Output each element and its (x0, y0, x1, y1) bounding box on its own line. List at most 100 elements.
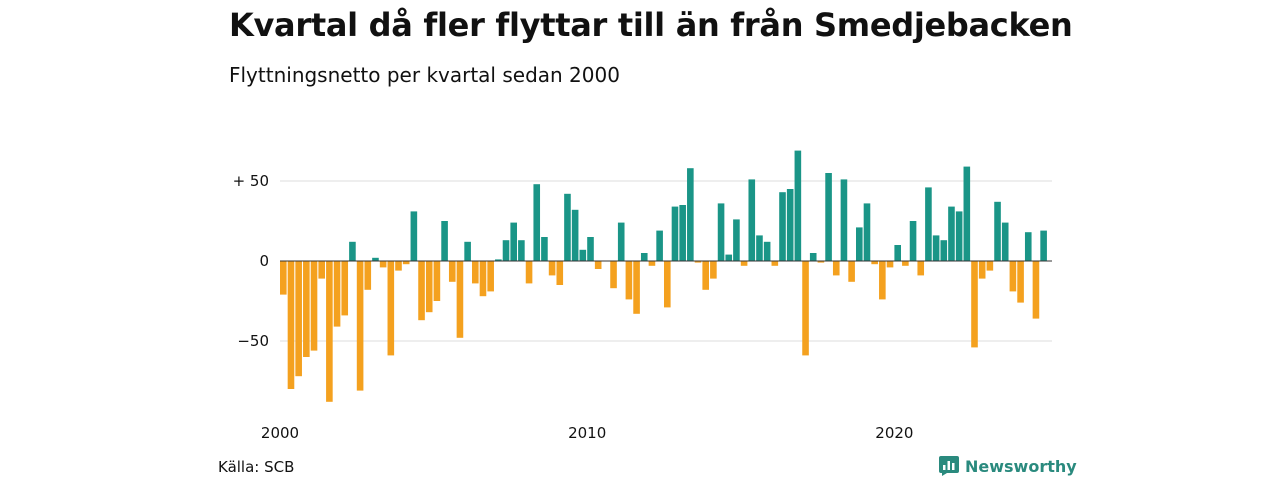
bar (740, 261, 748, 266)
bar (464, 241, 471, 261)
bar (525, 261, 533, 284)
bar (456, 261, 464, 338)
bar (840, 179, 848, 261)
bar (725, 254, 733, 261)
bar (441, 221, 448, 261)
bar (871, 261, 878, 265)
bar (280, 261, 287, 295)
bar (687, 168, 694, 261)
bar (879, 261, 886, 300)
bar (656, 230, 663, 261)
bar (410, 211, 418, 261)
bar (395, 261, 402, 271)
bar (541, 237, 548, 261)
x-tick-label: 2000 (261, 424, 299, 442)
bar (894, 245, 901, 261)
bar (794, 150, 802, 261)
bar (594, 261, 602, 269)
y-tick-label: 0 (259, 252, 269, 270)
bar (379, 261, 387, 268)
bar (1024, 232, 1032, 261)
bar (679, 205, 686, 261)
bar (925, 187, 932, 261)
bar (587, 237, 594, 261)
y-tick-label: + 50 (233, 172, 269, 190)
bar (387, 261, 395, 356)
bar (978, 261, 986, 279)
bar (556, 261, 564, 285)
bar (771, 261, 779, 266)
bar (902, 261, 909, 266)
bar (848, 261, 855, 282)
bar (579, 249, 587, 261)
bar (349, 241, 356, 261)
bar (1001, 222, 1009, 261)
bar (917, 261, 925, 276)
bar (571, 209, 579, 261)
bar (779, 192, 786, 261)
bar-chart: + 50 0 −50 2000 2010 2020 (233, 150, 1052, 442)
bar (617, 222, 625, 261)
bar (487, 261, 494, 292)
bar (994, 201, 1001, 261)
bar (1040, 230, 1047, 261)
bar (986, 261, 994, 271)
bar (433, 261, 441, 301)
bar (402, 261, 410, 265)
source-label: Källa: SCB (218, 458, 295, 476)
y-tick-label: −50 (237, 332, 269, 350)
bar (564, 193, 571, 261)
bar (694, 261, 702, 263)
bar (356, 261, 364, 391)
bar (326, 261, 333, 402)
bar (479, 261, 487, 297)
bar (809, 253, 817, 261)
chart-subtitle: Flyttningsnetto per kvartal sedan 2000 (229, 63, 620, 87)
bar (364, 261, 372, 290)
bar (748, 179, 756, 261)
bar (502, 240, 510, 261)
bar (425, 261, 433, 313)
bar (932, 235, 940, 261)
bar (955, 211, 963, 261)
brand-name: Newsworthy (965, 456, 1077, 476)
bar (333, 261, 341, 327)
bar (671, 206, 679, 261)
bar (909, 221, 917, 261)
bar (341, 261, 349, 316)
bar (648, 261, 656, 266)
bar (318, 261, 325, 279)
bar (633, 261, 640, 314)
bar (548, 261, 556, 276)
bar (786, 189, 794, 261)
bar (886, 261, 894, 268)
bar (963, 166, 971, 261)
bar (825, 173, 832, 261)
bar (1032, 261, 1040, 319)
bar (702, 261, 709, 290)
bar (287, 261, 295, 389)
bar (418, 261, 425, 321)
bar (640, 253, 648, 261)
bar (625, 261, 633, 300)
bar (610, 261, 617, 289)
bar (295, 261, 302, 377)
bar (856, 227, 863, 261)
x-tick-label: 2020 (875, 424, 913, 442)
bar (372, 257, 379, 261)
bar (664, 261, 671, 308)
bar (533, 184, 541, 261)
bar (518, 240, 525, 261)
bar (817, 261, 825, 263)
bar (832, 261, 840, 276)
bar (802, 261, 809, 356)
x-tick-label: 2010 (568, 424, 606, 442)
bar (940, 240, 948, 261)
bar (448, 261, 456, 282)
bar (756, 235, 763, 261)
chart-title: Kvartal då fler flyttar till än från Sme… (229, 6, 1073, 44)
brand: Newsworthy (939, 456, 1077, 476)
newsworthy-logo-icon (939, 456, 959, 476)
bar (1009, 261, 1017, 292)
bar (733, 219, 740, 261)
